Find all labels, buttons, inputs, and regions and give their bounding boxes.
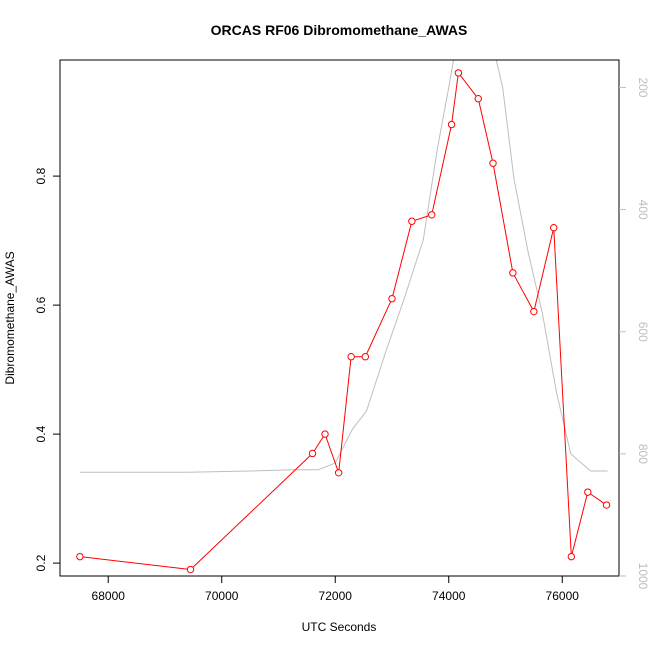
data-point: [584, 488, 592, 496]
secondary-y-tick-label: 1000: [636, 563, 650, 590]
data-point: [76, 552, 84, 561]
chart-title: ORCAS RF06 Dibromomethane_AWAS: [211, 22, 468, 38]
primary-series-segment: [553, 231, 572, 554]
primary-series-segment: [366, 301, 391, 354]
secondary-y-tick-label: 800: [636, 444, 650, 464]
data-point: [388, 294, 396, 303]
data-point: [550, 224, 558, 232]
primary-series-segment: [192, 455, 311, 568]
primary-series-segment: [83, 556, 188, 570]
x-tick-label: 68000: [92, 589, 126, 603]
data-point: [509, 269, 517, 277]
y-tick-label: 0.2: [34, 554, 48, 571]
primary-series-segment: [431, 127, 452, 212]
y-tick-label: 0.8: [34, 167, 48, 184]
data-point: [361, 353, 370, 361]
primary-series-segment: [478, 102, 493, 160]
secondary-y-tick-label: 600: [636, 322, 650, 342]
data-point: [186, 565, 195, 574]
primary-series: [76, 69, 611, 574]
data-point: [489, 159, 497, 167]
x-axis-label: UTC Seconds: [302, 620, 377, 634]
x-tick-label: 70000: [205, 589, 239, 603]
data-point: [474, 95, 482, 103]
primary-series-segment: [493, 166, 513, 270]
data-point: [408, 217, 416, 225]
primary-series-segment: [314, 436, 324, 451]
secondary-series-path: [79, 60, 608, 473]
data-point: [454, 69, 463, 77]
data-point: [347, 353, 355, 361]
y-axis: 0.2 0.4 0.6 0.8: [34, 167, 60, 571]
primary-series-segment: [451, 76, 459, 122]
primary-series-segment: [415, 215, 429, 221]
primary-series-segment: [514, 275, 533, 309]
data-point: [602, 501, 611, 509]
primary-series-segment: [392, 224, 412, 296]
secondary-y-tick-label: 200: [636, 77, 650, 97]
secondary-series-line: [79, 60, 608, 473]
plot-frame: [59, 59, 620, 577]
primary-series-segment: [571, 495, 588, 554]
secondary-y-axis: 200 400 600 800 1000: [619, 77, 650, 590]
data-point: [308, 449, 317, 458]
primary-series-segment: [325, 437, 338, 470]
x-axis: 68000 70000 72000 74000 76000: [92, 576, 580, 603]
x-tick-label: 76000: [546, 589, 580, 603]
primary-series-segment: [460, 75, 477, 97]
data-point: [334, 469, 343, 477]
secondary-y-tick-label: 400: [636, 200, 650, 220]
data-point: [321, 430, 329, 438]
data-point: [428, 211, 436, 219]
y-axis-label: Dibromomethane_AWAS: [3, 251, 17, 384]
data-point: [530, 307, 538, 316]
primary-series-segment: [590, 493, 604, 504]
y-tick-label: 0.6: [34, 296, 48, 313]
y-tick-label: 0.4: [34, 425, 48, 442]
x-tick-label: 74000: [432, 589, 466, 603]
x-tick-label: 72000: [319, 589, 353, 603]
primary-series-segment: [338, 360, 352, 470]
primary-series-segment: [534, 230, 554, 309]
data-point: [567, 552, 576, 561]
data-point: [447, 120, 456, 129]
